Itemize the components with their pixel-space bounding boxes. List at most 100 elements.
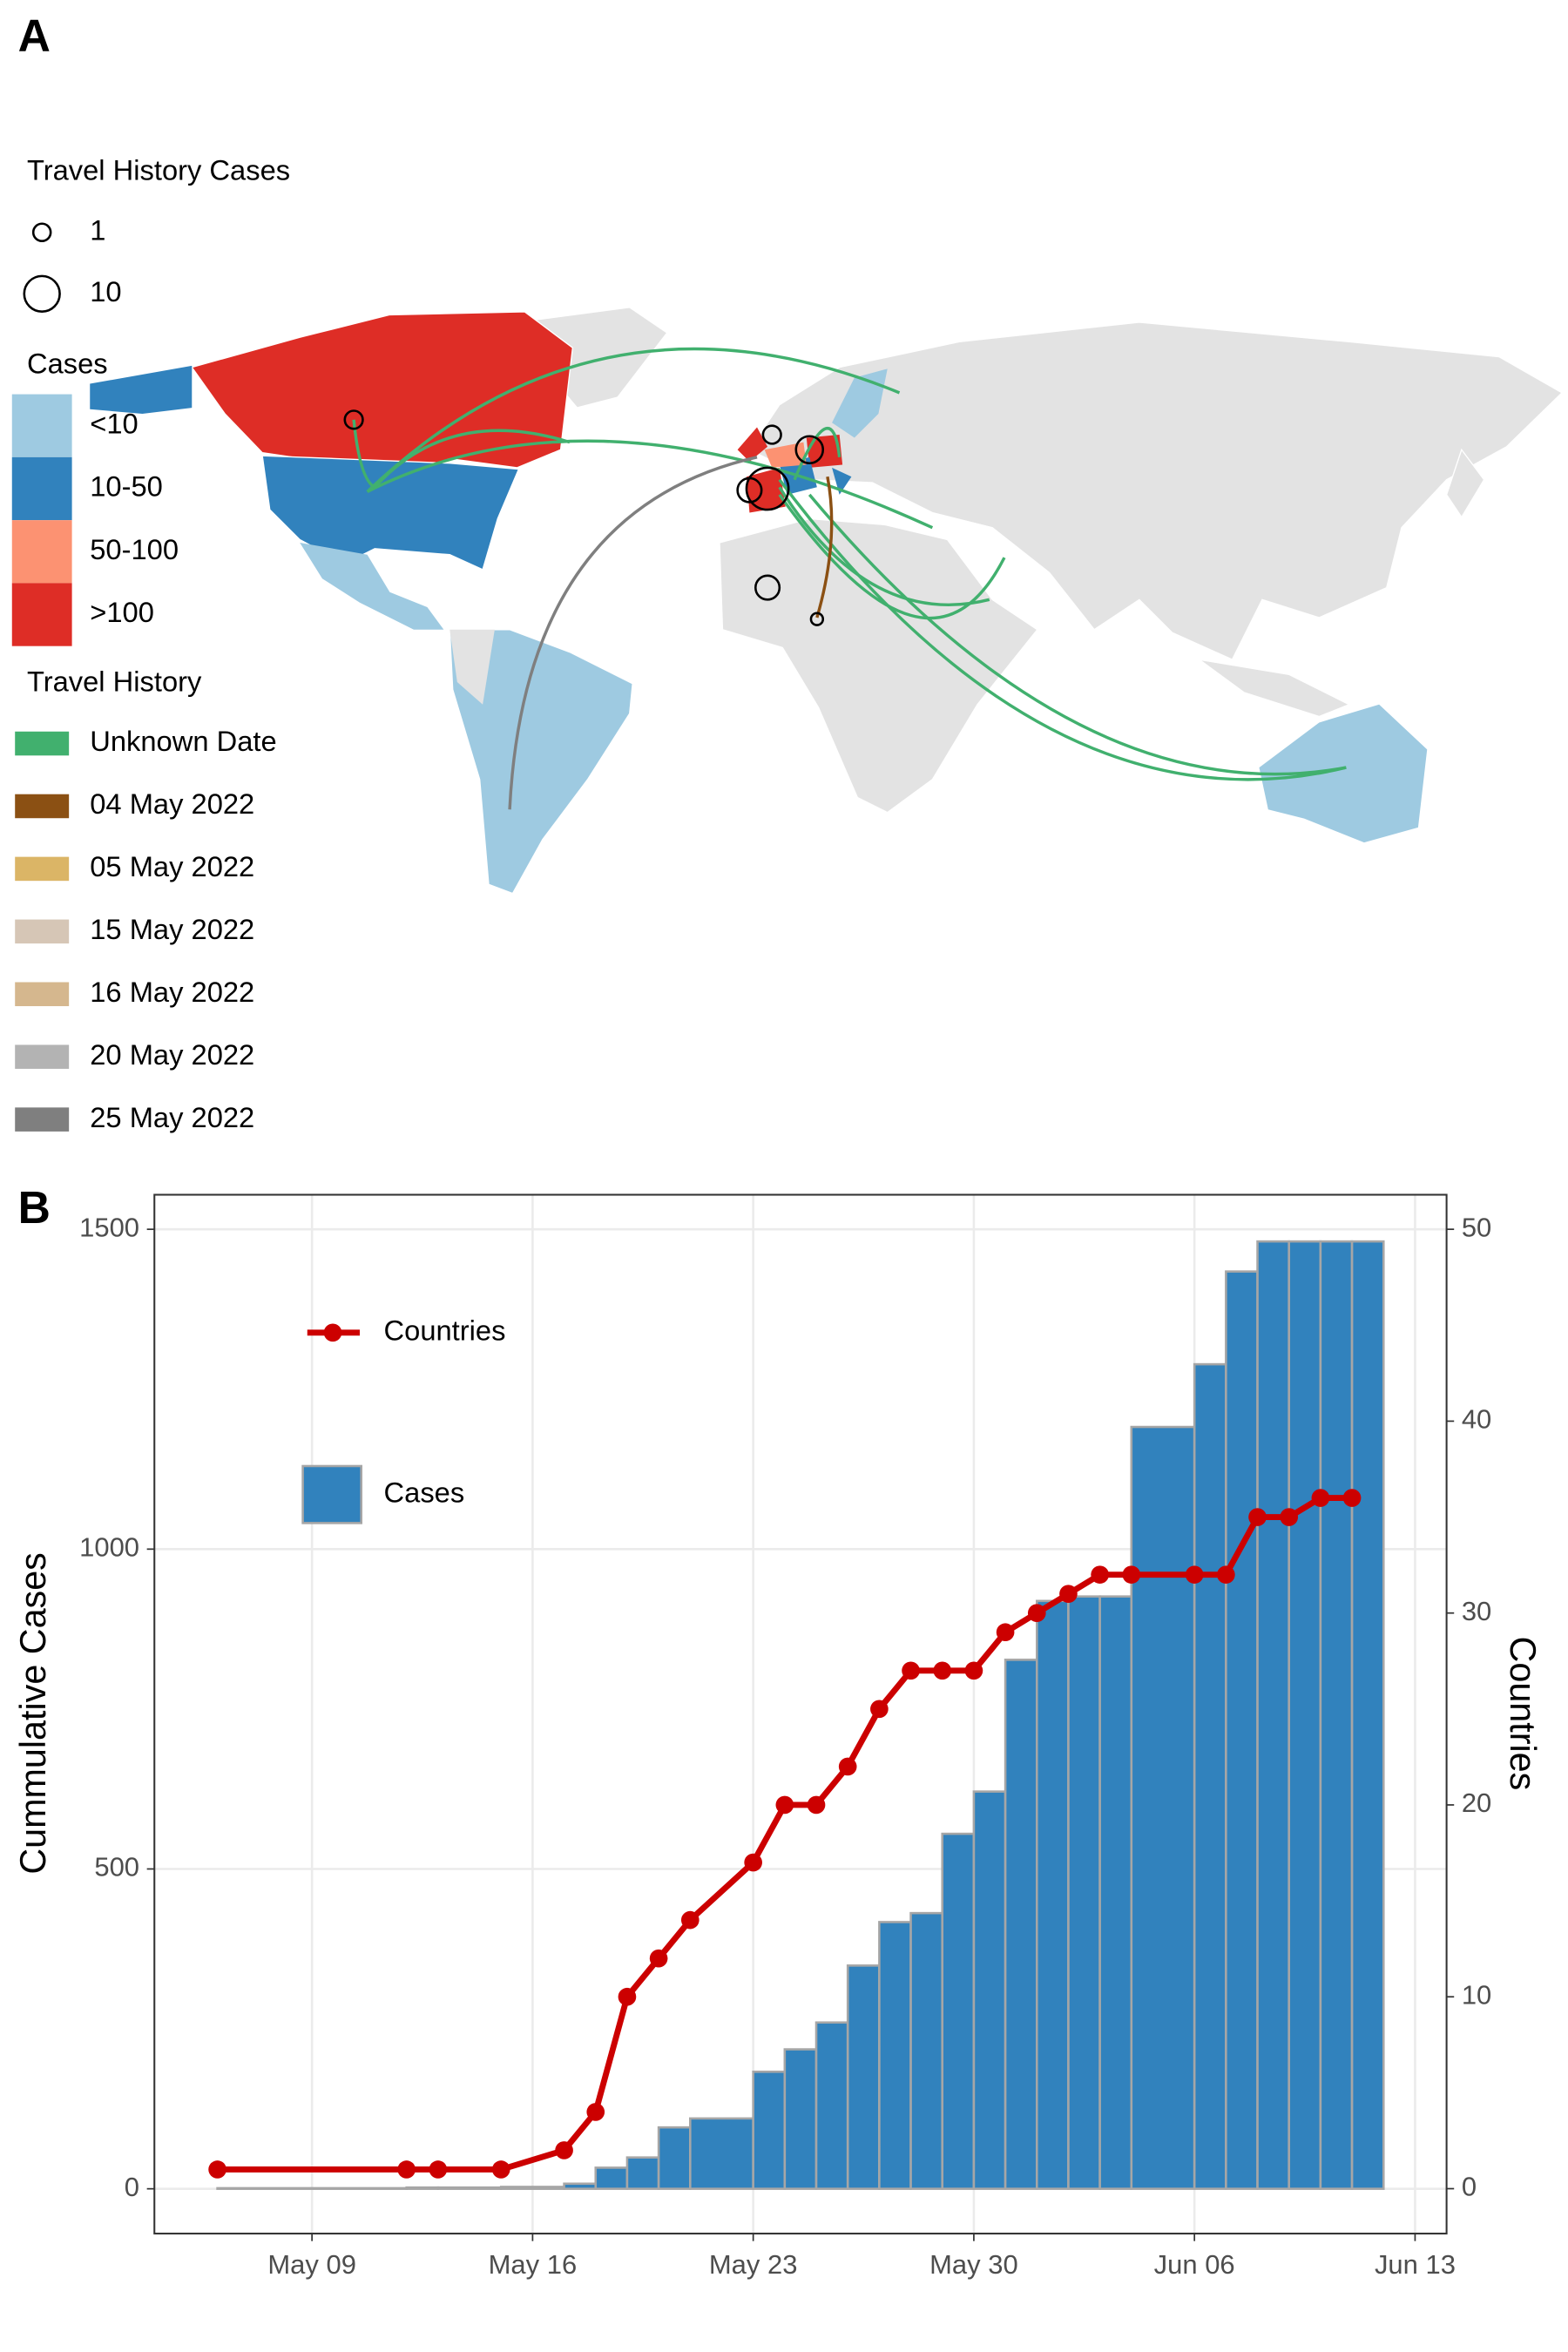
legend-label: <10 xyxy=(90,407,138,439)
bar xyxy=(216,2186,408,2190)
bar xyxy=(783,2048,818,2190)
case-circle xyxy=(809,612,825,626)
bar xyxy=(814,2021,849,2190)
x-tick-label: Jun 13 xyxy=(1375,2249,1456,2280)
legend-title: Cases xyxy=(27,348,108,380)
size-key xyxy=(31,222,52,243)
point xyxy=(1185,1565,1204,1584)
case-circle xyxy=(754,574,781,601)
point xyxy=(491,2160,510,2179)
y2-axis-label: Countries xyxy=(1503,1637,1543,1791)
bar xyxy=(625,2156,660,2190)
point xyxy=(618,1987,637,2006)
bar xyxy=(436,2186,503,2190)
point xyxy=(902,1661,920,1680)
legend-swatch xyxy=(15,982,70,1007)
case-circle xyxy=(736,476,763,504)
travel-arc xyxy=(366,347,901,493)
case-circle xyxy=(745,466,790,511)
bar xyxy=(689,2117,754,2190)
alaska xyxy=(90,365,193,414)
y-axis-label: Cummulative Cases xyxy=(13,1552,53,1875)
legend-label: >100 xyxy=(90,596,154,628)
legend-label: 50-100 xyxy=(90,533,179,565)
y-tick-label: 0 xyxy=(125,2172,139,2202)
x-tick-label: May 30 xyxy=(929,2249,1018,2280)
travel-arc xyxy=(808,493,1347,776)
legend-label: 10 xyxy=(90,275,121,308)
bar xyxy=(563,2182,598,2190)
legend-swatch xyxy=(15,856,70,882)
bar xyxy=(1256,1240,1291,2190)
y-tick-label: 500 xyxy=(94,1852,139,1882)
point xyxy=(1342,1489,1362,1507)
y2-tick-label: 0 xyxy=(1462,2172,1477,2202)
bar xyxy=(972,1790,1007,2190)
y-tick-label: 1000 xyxy=(79,1532,139,1563)
legend-label: Cases xyxy=(384,1476,465,1508)
bar xyxy=(1130,1425,1196,2190)
travel-arc xyxy=(508,456,758,810)
plot-frame xyxy=(153,1193,1448,2235)
bar xyxy=(1067,1595,1101,2190)
point xyxy=(933,1661,952,1680)
legend-swatch xyxy=(15,731,70,756)
canada xyxy=(191,311,574,475)
case-circle xyxy=(343,409,364,430)
line xyxy=(217,1495,1353,2173)
y2-tick-label: 10 xyxy=(1462,1979,1491,2010)
legend-label: 10-50 xyxy=(90,470,163,503)
world-map xyxy=(90,307,1564,895)
south-america xyxy=(449,629,633,895)
point xyxy=(1280,1508,1299,1526)
point xyxy=(775,1795,794,1815)
bar xyxy=(752,2070,787,2190)
travel-arc xyxy=(815,476,834,618)
panel-label: A xyxy=(18,10,51,60)
legend-label: 04 May 2022 xyxy=(90,787,254,820)
legend-swatch xyxy=(301,1464,363,1524)
y2-tick-label: 50 xyxy=(1462,1212,1491,1242)
point xyxy=(1122,1565,1141,1584)
legend-label: 25 May 2022 xyxy=(90,1101,254,1133)
legend-label: 15 May 2022 xyxy=(90,913,254,945)
point xyxy=(208,2160,226,2179)
point xyxy=(870,1700,889,1719)
point xyxy=(649,1949,668,1968)
bar xyxy=(1288,1240,1322,2190)
legend-title: Travel History Cases xyxy=(27,154,290,186)
point xyxy=(1059,1585,1078,1603)
legend-label: Unknown Date xyxy=(90,725,276,757)
legend-swatch xyxy=(11,520,72,584)
bar xyxy=(499,2186,565,2190)
y2-tick-label: 30 xyxy=(1462,1596,1491,1626)
travel-arc xyxy=(352,419,571,490)
point xyxy=(964,1661,983,1680)
legend-label: 20 May 2022 xyxy=(90,1038,254,1071)
legend-label: 1 xyxy=(90,213,105,246)
legend-swatch xyxy=(11,583,72,646)
x-tick-label: May 23 xyxy=(709,2249,798,2280)
usa xyxy=(261,455,520,571)
point xyxy=(397,2160,416,2179)
point xyxy=(1027,1604,1046,1623)
legend-swatch xyxy=(15,1107,70,1132)
bar xyxy=(1193,1362,1227,2190)
point xyxy=(838,1757,857,1776)
south-america-north xyxy=(449,629,495,705)
africa xyxy=(719,517,1038,814)
bar xyxy=(846,1964,881,2190)
bar xyxy=(1350,1240,1385,2190)
eurasia xyxy=(748,321,1564,661)
legend-swatch xyxy=(15,919,70,944)
point xyxy=(744,1853,762,1872)
legend-swatch xyxy=(11,394,72,457)
case-circle xyxy=(794,435,825,465)
legend-swatch xyxy=(15,1044,70,1069)
point xyxy=(586,2103,605,2121)
europe-red xyxy=(737,427,843,513)
mexico xyxy=(300,542,444,630)
australia xyxy=(1259,704,1428,843)
point xyxy=(1091,1565,1109,1584)
y2-tick-label: 20 xyxy=(1462,1788,1491,1818)
